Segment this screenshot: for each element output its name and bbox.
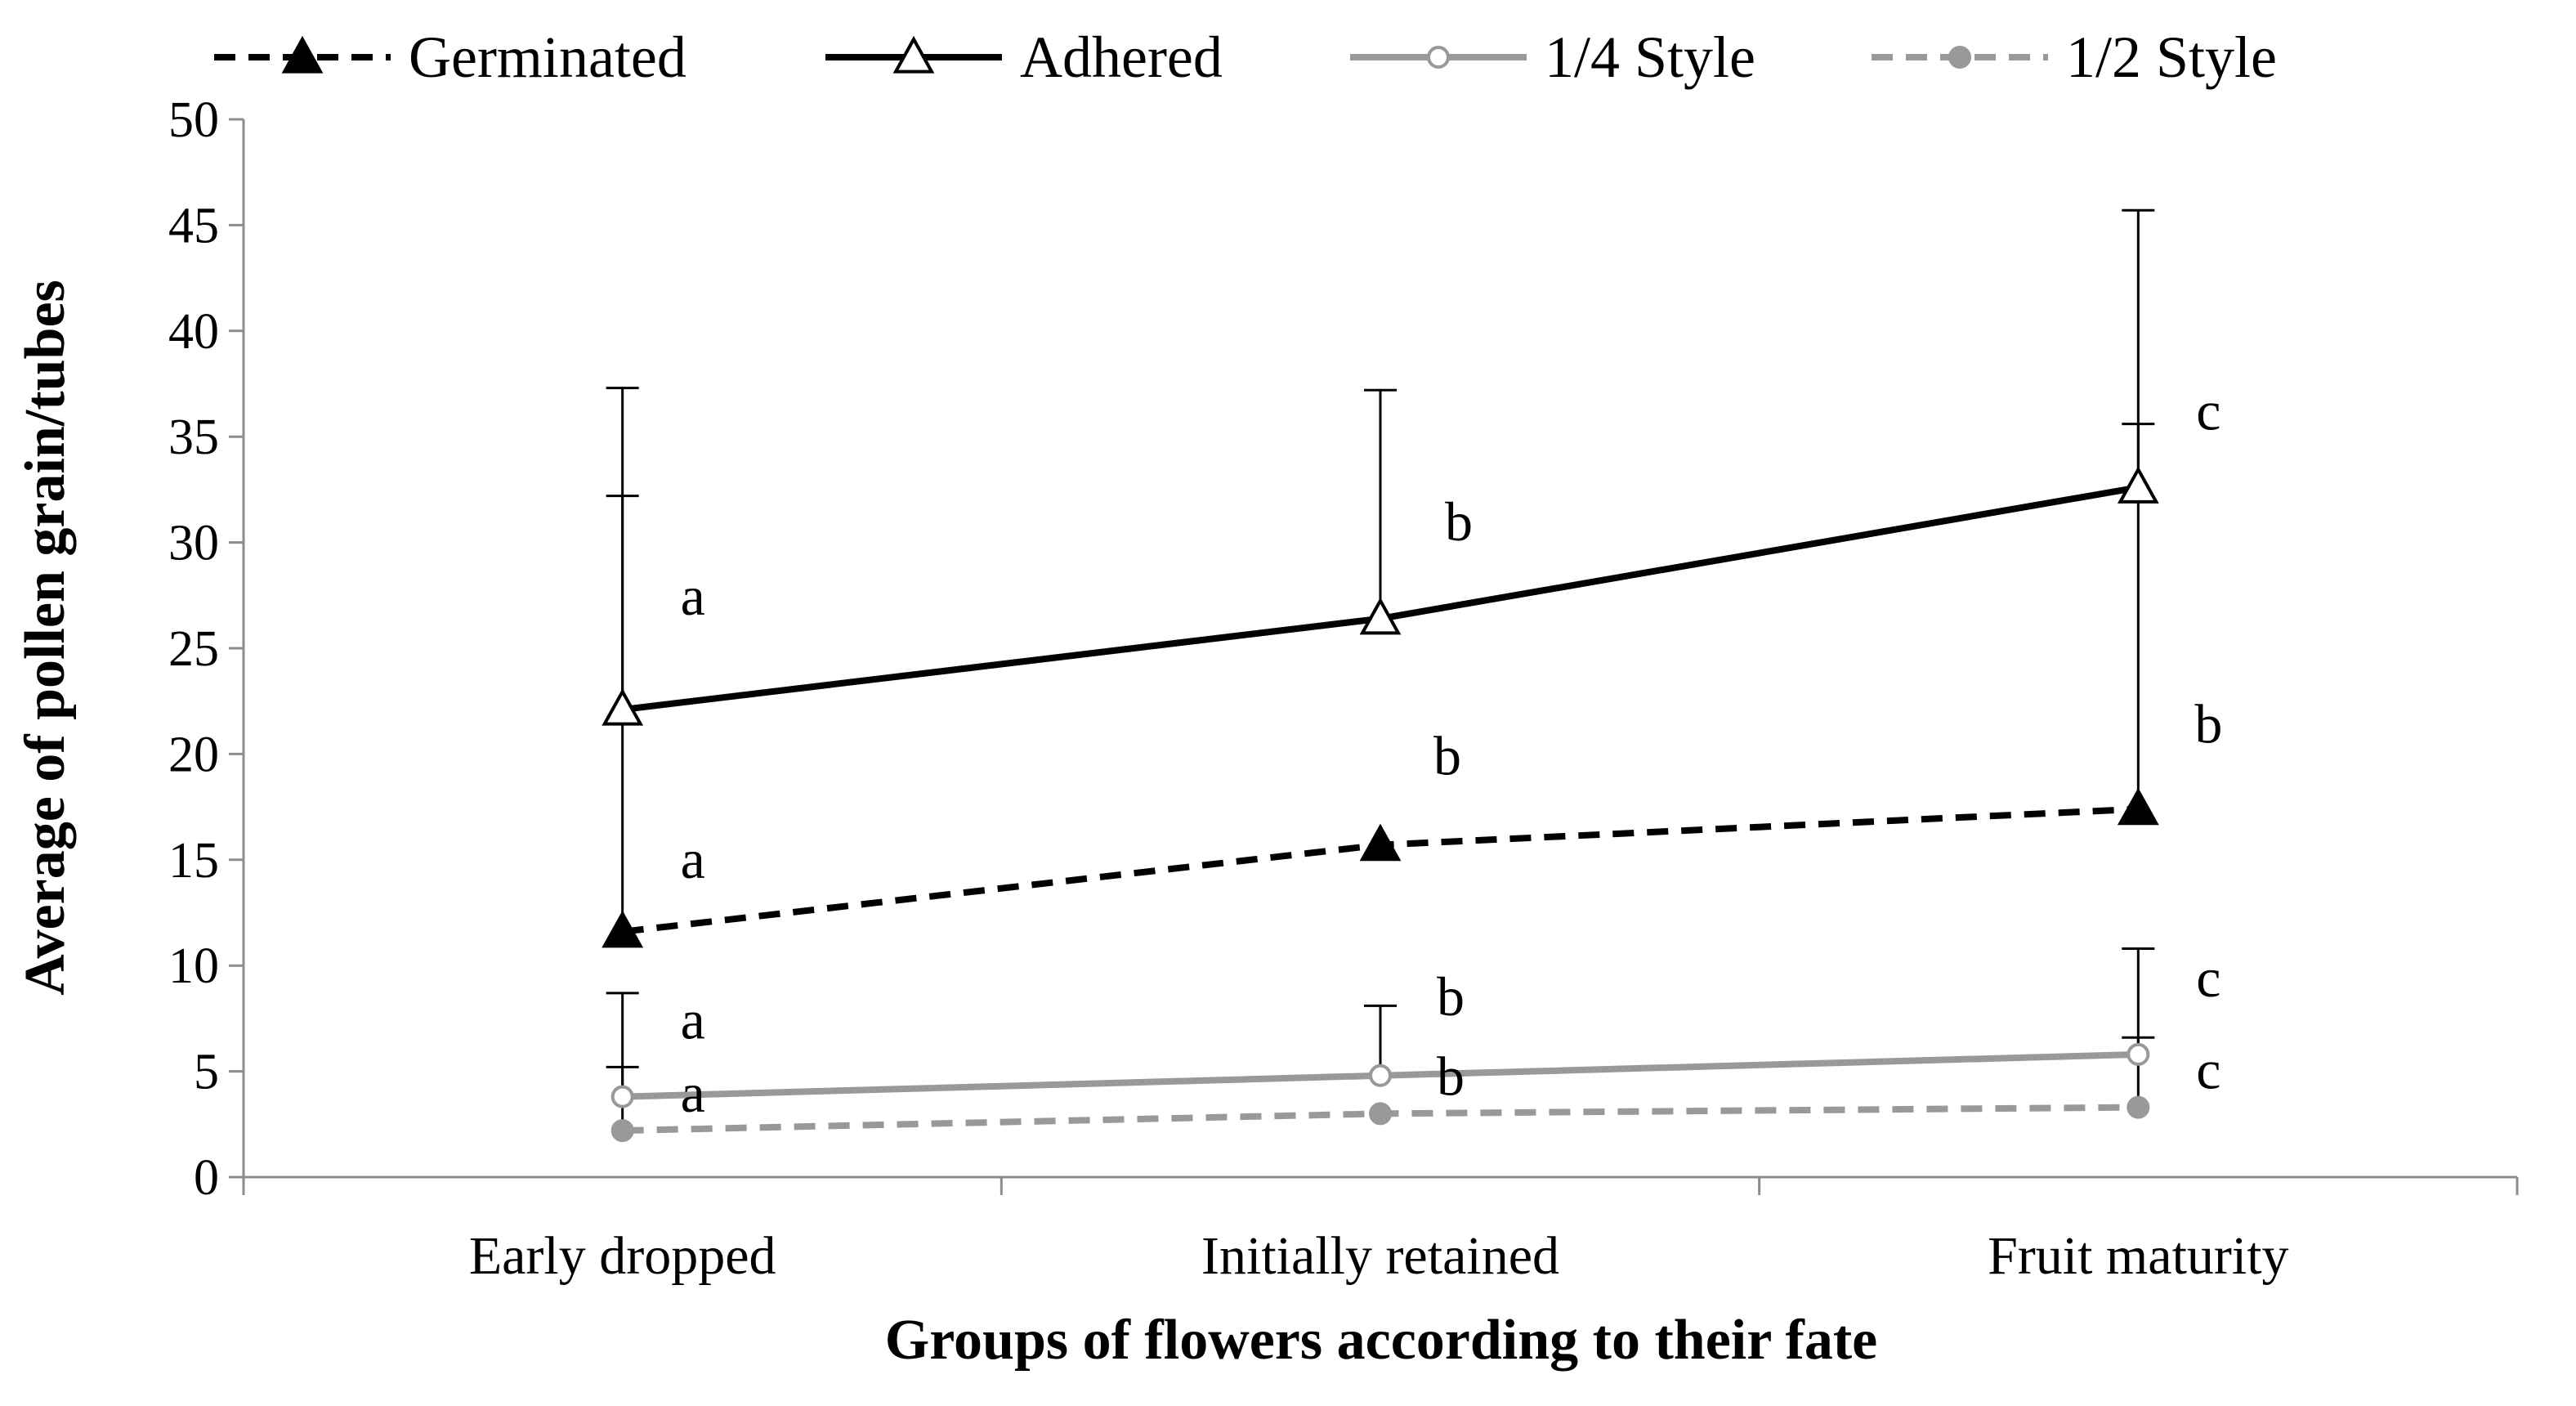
x-axis-title: Groups of flowers according to their fat… (885, 1309, 1877, 1372)
legend-label-1-4-style: 1/4 Style (1545, 25, 1755, 90)
y-tick-label: 20 (168, 727, 219, 782)
significance-label-1-4-style: a (681, 989, 705, 1051)
significance-label-adhered: a (681, 565, 705, 627)
significance-label-1-2-style: a (681, 1062, 705, 1124)
y-tick-label: 30 (168, 516, 219, 571)
legend-item-adhered: Adhered (825, 25, 1223, 90)
series-markers (602, 466, 2159, 1143)
legend-marker-1-2-style (1948, 46, 1971, 69)
x-tick-label-initially-retained: Initially retained (1201, 1226, 1559, 1286)
error-bars (606, 208, 2155, 1131)
y-tick-label: 0 (194, 1150, 219, 1206)
significance-label-1-4-style: c (2196, 947, 2220, 1009)
x-tick-label-fruit-maturity: Fruit maturity (1988, 1226, 2288, 1286)
data-point-1-2-style (610, 1119, 634, 1143)
significance-label-1-2-style: c (2196, 1039, 2220, 1101)
significance-label-adhered: c (2196, 379, 2220, 441)
legend-label-adhered: Adhered (1020, 25, 1223, 90)
legend-marker-germinated (281, 35, 324, 74)
legend-marker-1-4-style (1427, 46, 1450, 69)
y-tick-label: 5 (194, 1045, 219, 1100)
data-point-germinated (602, 910, 644, 948)
legend-label-1-2-style: 1/2 Style (2066, 25, 2277, 90)
data-point-adhered (602, 687, 644, 726)
data-point-adhered (2117, 466, 2159, 504)
significance-label-germinated: a (681, 828, 705, 890)
y-tick-label: 40 (168, 304, 219, 360)
legend-label-germinated: Germinated (409, 25, 686, 90)
x-tick-label-early-dropped: Early dropped (469, 1226, 776, 1286)
significance-label-1-2-style: b (1437, 1045, 1465, 1107)
legend-marker-adhered (892, 35, 935, 74)
y-tick-label: 45 (168, 198, 219, 253)
data-point-1-4-style (1369, 1063, 1392, 1087)
data-point-1-4-style (2127, 1042, 2150, 1066)
y-tick-label: 10 (168, 938, 219, 994)
legend-item-1-2-style: 1/2 Style (1872, 25, 2277, 90)
significance-label-germinated: b (2194, 693, 2222, 755)
y-tick-label: 50 (168, 92, 219, 148)
legend-item-germinated: Germinated (214, 25, 686, 90)
significance-label-germinated: b (1433, 725, 1461, 787)
significance-label-1-4-style: b (1437, 965, 1465, 1028)
data-point-1-2-style (1369, 1102, 1392, 1126)
data-point-1-2-style (2127, 1095, 2150, 1119)
data-point-adhered (1359, 597, 1402, 635)
y-tick-label: 35 (168, 410, 219, 465)
axes: 0 5 10 15 20 25 30 35 40 45 50 Early dropped Initial… (168, 92, 2519, 1286)
significance-label-adhered: b (1445, 490, 1473, 553)
legend: Germinated Adhered 1/4 Style 1/2 Style (214, 25, 2277, 90)
data-point-1-4-style (610, 1085, 634, 1108)
y-tick-label: 15 (168, 833, 219, 889)
data-point-germinated (2117, 787, 2159, 826)
y-axis-title: Average of pollen grain/tubes (14, 280, 77, 996)
y-tick-label: 25 (168, 621, 219, 677)
data-point-germinated (1359, 823, 1402, 862)
legend-item-1-4-style: 1/4 Style (1350, 25, 1755, 90)
